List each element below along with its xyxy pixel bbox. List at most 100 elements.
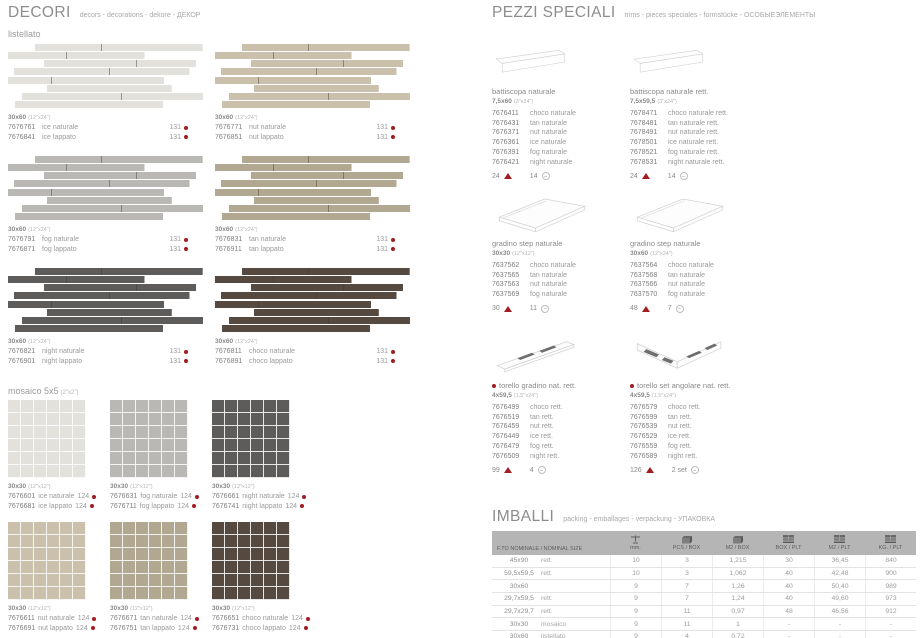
product-code: 7637562 (492, 262, 520, 269)
packing-stats: 24 14 (630, 172, 762, 181)
packing-stats: 126 2 set (630, 466, 762, 475)
listello-tile-image (8, 44, 203, 109)
product-code: 7676459 (492, 423, 520, 431)
listello-tile-image (215, 44, 410, 109)
product-price: 131 (376, 124, 388, 131)
size-inches: (12"x12") (28, 484, 51, 490)
cell-mm: 10 (610, 555, 661, 567)
cell-box-plt: - (763, 631, 814, 638)
price-dot-icon (92, 494, 97, 499)
pezzi-section-battiscopa: battiscopa naturale 7,5x60 (3"x24") 76764… (492, 40, 624, 181)
product-code: 7676671 (110, 615, 138, 622)
product-code: 7676651 (212, 615, 240, 622)
col-kg-plt: KG. / PLT (865, 531, 916, 555)
product-code: 7676449 (492, 433, 520, 441)
pallet-count: 30 (492, 305, 500, 313)
mosaic-tile-image (8, 522, 86, 600)
product-name: choco naturale (242, 615, 289, 622)
product-name: nut lappato (249, 133, 284, 141)
cell-kg-plt: - (865, 618, 916, 631)
price-dot-icon (194, 616, 199, 621)
price-dot-icon (300, 504, 305, 509)
cell-m2-box: 0,72 (712, 631, 763, 638)
listello-tile-image (215, 268, 410, 333)
product-code: 7637566 (630, 281, 658, 289)
product-code: 7676751 (110, 624, 138, 632)
row-size: 45x90 (509, 557, 529, 565)
decori-subtitle: decors - decorations - dekore - ДЕКОР (79, 12, 201, 19)
product-name: ice naturale (38, 493, 75, 500)
product-row: 7637569 fog naturale (492, 290, 624, 300)
product-name: choco naturale (530, 262, 576, 269)
price-dot-icon (391, 359, 395, 364)
mosaico-item: 30x30 (12"x12") 7676671 tan naturale 124 76… (110, 522, 212, 638)
product-name: choco rett. (668, 404, 701, 411)
product-code: 7676411 (492, 110, 519, 117)
product-name: ice rett. (530, 433, 553, 441)
col-box-plt: BOX / PLT (763, 531, 814, 555)
product-row: 7676741 night lappato 124 (212, 502, 312, 512)
product-row: 7676791 fog naturale 131 (8, 235, 188, 245)
title-dot-icon (630, 384, 634, 388)
cell-pcs-box: 3 (661, 567, 712, 580)
product-price: 124 (287, 493, 300, 500)
product-price: 124 (77, 493, 90, 500)
cell-pcs-box: 7 (661, 593, 712, 605)
cell-box-plt: 40 (763, 593, 814, 605)
product-name: ice lappato (38, 502, 73, 510)
price-dot-icon (192, 626, 197, 631)
table-row: 45x90 rett. 10 3 1,215 30 36,45 840 (492, 555, 916, 568)
pezzi-section-torello-angolare: torello set angolare nat. rett. 4x59,5 (1… (630, 334, 762, 475)
caliper-icon (630, 535, 641, 544)
product-code: 7676911 (215, 245, 242, 253)
product-name: fog rett. (530, 442, 554, 450)
section-title: torello set angolare nat. rett. (637, 381, 731, 390)
product-code: 7637569 (492, 291, 520, 299)
product-code: 7676601 (8, 493, 36, 500)
pallet-count: 24 (630, 172, 638, 180)
box-icon (681, 535, 693, 544)
box-circle-icon (541, 172, 550, 181)
product-code: 7676579 (630, 404, 658, 411)
size-inches: (12"x24") (28, 227, 51, 233)
size-label: 30x30 (12"x12") (212, 605, 255, 612)
listello-tile-image (8, 268, 203, 333)
product-price: 131 (169, 236, 181, 243)
box-count: 11 (529, 305, 538, 313)
col-mm: mm. (610, 531, 661, 555)
product-row: 7676811 choco naturale 131 (215, 347, 395, 357)
listellato-heading: listellato (8, 29, 41, 39)
product-row: 7676681 ice lappato 124 (8, 502, 108, 512)
product-name: choco lappato (249, 357, 293, 365)
product-code: 7676791 (8, 236, 36, 243)
product-row: 7676651 choco naturale 124 (212, 614, 312, 624)
product-code: 7676901 (8, 357, 36, 365)
product-code: 7676611 (8, 615, 35, 622)
pallet-count: 126 (630, 466, 642, 474)
box-circle-icon (679, 172, 688, 181)
packing-stats: 30 11 (492, 304, 624, 313)
product-code: 7678521 (630, 148, 658, 156)
product-name: fog naturale (530, 291, 567, 299)
torello-pair: torello gradino nat. rett. 4x59,5 (1,5"x2… (492, 334, 800, 475)
product-price: 131 (169, 124, 181, 131)
size-inches: (12"x24") (28, 115, 51, 121)
section-size: 30x60 (12"x24") (630, 250, 673, 257)
product-code: 7676371 (492, 129, 520, 137)
product-price: 124 (180, 615, 192, 622)
product-code: 7678471 (630, 110, 658, 117)
price-dot-icon (90, 626, 95, 631)
product-code: 7676421 (492, 158, 520, 166)
cell-m2-box: 1,062 (712, 567, 763, 580)
cell-mm: 9 (610, 618, 661, 631)
pallet-triangle-icon (641, 173, 650, 180)
product-price: 124 (288, 624, 301, 632)
product-name: tan naturale rett. (668, 119, 719, 127)
cell-mm: 9 (610, 580, 661, 593)
product-code: 7678481 (630, 119, 658, 127)
col-m2-plt: M2 / PLT (814, 531, 865, 555)
product-name: nut naturale (37, 615, 75, 622)
size-label: 30x60 (12"x24") (215, 226, 258, 233)
product-code: 7676851 (215, 133, 243, 141)
pezzi-section-torello-gradino: torello gradino nat. rett. 4x59,5 (1,5"x2… (492, 334, 624, 475)
